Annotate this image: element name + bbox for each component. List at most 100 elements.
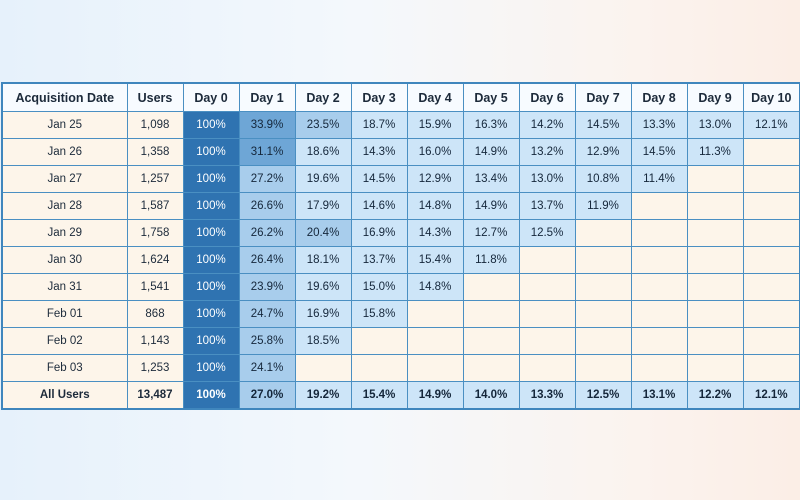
retention-cell: 13.1% [630, 381, 688, 410]
acquisition-date-cell: Jan 29 [1, 219, 128, 247]
retention-cell: 14.8% [406, 273, 464, 301]
column-header: Day 8 [630, 82, 688, 112]
retention-cell: 31.1% [238, 138, 296, 166]
empty-cell [630, 246, 688, 274]
table-row: Feb 02 1,143 100% 25.8% 18.5% [1, 327, 800, 355]
column-header: Day 9 [686, 82, 744, 112]
empty-cell [518, 246, 576, 274]
empty-cell [574, 273, 632, 301]
empty-cell [742, 273, 800, 301]
empty-cell [518, 300, 576, 328]
acquisition-date-cell: All Users [1, 381, 128, 410]
cohort-table-container: Acquisition Date Users Day 0 Day 1 Day 2 Day … [0, 82, 800, 410]
retention-cell: 13.7% [518, 192, 576, 220]
retention-cell: 15.4% [350, 381, 408, 410]
retention-cell: 14.9% [462, 192, 520, 220]
users-cell: 1,541 [126, 273, 184, 301]
retention-cell: 13.0% [518, 165, 576, 193]
retention-cell: 24.7% [238, 300, 296, 328]
empty-cell [518, 354, 576, 382]
retention-cell: 13.7% [350, 246, 408, 274]
empty-cell [574, 219, 632, 247]
table-row: Jan 30 1,624 100% 26.4% 18.1% 13.7% 15.4% 11.8% [1, 246, 800, 274]
retention-cell: 14.3% [406, 219, 464, 247]
users-cell: 1,098 [126, 111, 184, 139]
retention-cell: 18.7% [350, 111, 408, 139]
retention-cell: 26.6% [238, 192, 296, 220]
empty-cell [686, 219, 744, 247]
table-row: Jan 26 1,358 100% 31.1% 18.6% 14.3% 16.0% 14.9%… [1, 138, 800, 166]
retention-cell: 100% [182, 111, 240, 139]
retention-cell: 11.9% [574, 192, 632, 220]
retention-cell: 13.0% [686, 111, 744, 139]
retention-cell: 100% [182, 354, 240, 382]
retention-cell: 100% [182, 138, 240, 166]
column-header: Day 3 [350, 82, 408, 112]
empty-cell [518, 273, 576, 301]
empty-cell [686, 192, 744, 220]
retention-cell: 17.9% [294, 192, 352, 220]
column-header: Day 2 [294, 82, 352, 112]
acquisition-date-cell: Feb 01 [1, 300, 128, 328]
empty-cell [686, 165, 744, 193]
retention-cell: 15.0% [350, 273, 408, 301]
users-cell: 1,257 [126, 165, 184, 193]
acquisition-date-cell: Feb 02 [1, 327, 128, 355]
acquisition-date-cell: Jan 30 [1, 246, 128, 274]
retention-cell: 100% [182, 273, 240, 301]
column-header: Day 0 [182, 82, 240, 112]
empty-cell [462, 300, 520, 328]
empty-cell [686, 273, 744, 301]
retention-cell: 13.2% [518, 138, 576, 166]
retention-cell: 100% [182, 381, 240, 410]
empty-cell [630, 219, 688, 247]
empty-cell [686, 354, 744, 382]
retention-cell: 33.9% [238, 111, 296, 139]
empty-cell [574, 327, 632, 355]
users-cell: 1,358 [126, 138, 184, 166]
retention-cell: 15.9% [406, 111, 464, 139]
retention-cell: 15.8% [350, 300, 408, 328]
retention-cell: 14.5% [350, 165, 408, 193]
empty-cell [742, 192, 800, 220]
empty-cell [462, 273, 520, 301]
users-cell: 1,587 [126, 192, 184, 220]
users-cell: 1,253 [126, 354, 184, 382]
empty-cell [742, 246, 800, 274]
retention-cell: 14.6% [350, 192, 408, 220]
retention-cell: 100% [182, 246, 240, 274]
retention-cell: 26.4% [238, 246, 296, 274]
retention-cell: 18.5% [294, 327, 352, 355]
retention-cell: 12.1% [742, 111, 800, 139]
retention-cell: 18.1% [294, 246, 352, 274]
empty-cell [294, 354, 352, 382]
retention-cell: 23.9% [238, 273, 296, 301]
retention-cell: 24.1% [238, 354, 296, 382]
retention-cell: 100% [182, 219, 240, 247]
empty-cell [630, 300, 688, 328]
retention-cell: 12.7% [462, 219, 520, 247]
column-header: Day 6 [518, 82, 576, 112]
retention-cell: 11.3% [686, 138, 744, 166]
retention-cell: 14.5% [574, 111, 632, 139]
acquisition-date-cell: Jan 28 [1, 192, 128, 220]
empty-cell [350, 327, 408, 355]
acquisition-date-cell: Jan 25 [1, 111, 128, 139]
retention-cell: 14.9% [406, 381, 464, 410]
users-cell: 1,624 [126, 246, 184, 274]
header-row: Acquisition Date Users Day 0 Day 1 Day 2 Day … [1, 82, 800, 112]
empty-cell [630, 192, 688, 220]
retention-cell: 13.3% [630, 111, 688, 139]
column-header: Day 5 [462, 82, 520, 112]
table-row: Jan 27 1,257 100% 27.2% 19.6% 14.5% 12.9% 13.4%… [1, 165, 800, 193]
column-header: Day 10 [742, 82, 800, 112]
empty-cell [462, 327, 520, 355]
acquisition-date-cell: Jan 31 [1, 273, 128, 301]
empty-cell [630, 354, 688, 382]
retention-cell: 12.1% [742, 381, 800, 410]
table-row: Jan 31 1,541 100% 23.9% 19.6% 15.0% 14.8% [1, 273, 800, 301]
empty-cell [574, 300, 632, 328]
users-cell: 868 [126, 300, 184, 328]
column-header: Day 1 [238, 82, 296, 112]
empty-cell [406, 300, 464, 328]
